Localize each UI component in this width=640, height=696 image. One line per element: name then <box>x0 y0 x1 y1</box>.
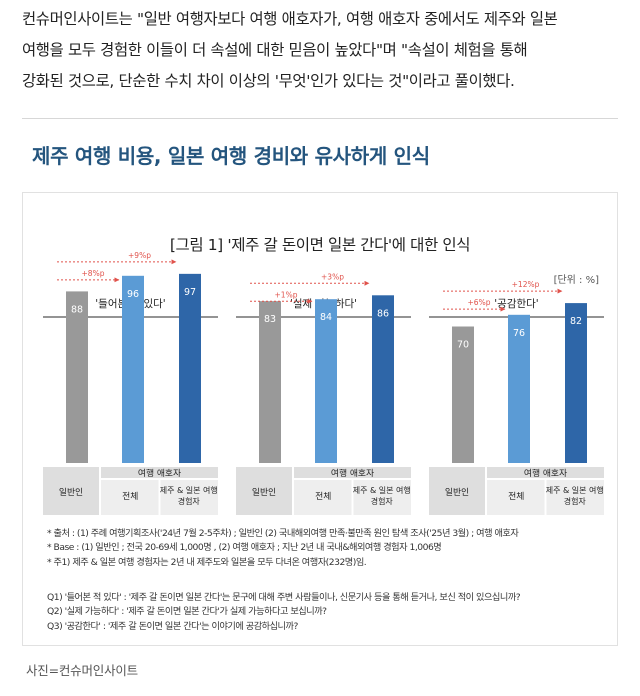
bar-value-label: 83 <box>264 314 276 325</box>
intro-line: 강화된 것으로, 단순한 수치 차이 이상의 '무엇'인가 있다는 것"이라고 … <box>22 72 515 90</box>
photo-caption: 사진=컨슈머인사이트 <box>26 663 138 678</box>
figure-title: [그림 1] '제주 갈 돈이면 일본 간다'에 대한 인식 <box>169 236 471 254</box>
bar <box>66 291 88 463</box>
bar <box>259 301 281 463</box>
category-label: 제주 & 일본 여행 <box>353 485 411 495</box>
figure-questions: Q1) '들어본 적 있다' : '제주 갈 돈이면 일본 간다'는 문구에 대… <box>47 591 607 634</box>
diff-label: +6%p <box>468 298 491 307</box>
diff-label: +8%p <box>82 269 105 278</box>
bar-value-label: 88 <box>71 304 83 315</box>
bar <box>508 314 530 463</box>
intro-line: 컨슈머인사이트는 "일반 여행자보다 여행 애호자가, 여행 애호자 중에서도 … <box>22 10 558 28</box>
bar-value-label: 84 <box>320 312 332 323</box>
category-label: 일반인 <box>59 487 83 498</box>
bar <box>179 273 201 463</box>
figure-image: [그림 1] '제주 갈 돈이면 일본 간다'에 대한 인식 [단위 : %] … <box>22 192 618 646</box>
bar <box>315 299 337 463</box>
table-header-cell <box>294 467 411 478</box>
intro-line: 여행을 모두 경험한 이들이 더 속설에 대한 믿음이 높았다"며 "속설이 체… <box>22 41 528 59</box>
group-header-label: 여행 애호자 <box>138 467 181 479</box>
category-label: 전체 <box>315 491 331 502</box>
section-divider <box>22 118 618 119</box>
note-line: * 주1) 제주 & 일본 여행 경험자는 2년 내 제주도와 일본을 모두 다… <box>47 556 367 568</box>
figure-notes: * 출처 : (1) 주례 여행기획조사('24년 7월 2-5주차) ; 일반… <box>47 527 607 570</box>
diff-label: +9%p <box>128 251 151 260</box>
section-heading: 제주 여행 비용, 일본 여행 경비와 유사하게 인식 <box>32 144 430 168</box>
note-line: * 출처 : (1) 주례 여행기획조사('24년 7월 2-5주차) ; 일반… <box>47 528 519 539</box>
unit-label: [단위 : %] <box>553 275 599 286</box>
diff-label: +1%p <box>275 290 298 299</box>
question-line: Q3) '공감한다' : '제주 갈 돈이면 일본 간다'는 이야기에 공감하십… <box>47 620 298 632</box>
question-line: Q1) '들어본 적 있다' : '제주 갈 돈이면 일본 간다'는 문구에 대… <box>47 592 521 603</box>
category-label: 일반인 <box>252 487 276 498</box>
bar-value-label: 82 <box>570 316 582 327</box>
note-line: * Base : (1) 일반인 ; 전국 20-69세 1,000명 , (2… <box>47 542 442 554</box>
diff-label: +3%p <box>321 272 344 281</box>
article-intro: 컨슈머인사이트는 "일반 여행자보다 여행 애호자가, 여행 애호자 중에서도 … <box>22 4 622 97</box>
question-line: Q2) '실제 가능하다' : '제주 갈 돈이면 일본 간다'가 실제 가능하… <box>47 606 327 618</box>
bar-value-label: 96 <box>127 289 139 300</box>
category-label: 경험자 <box>178 496 201 506</box>
table-cell-general <box>429 467 485 515</box>
table-cell-both <box>353 480 411 515</box>
table-cell-general <box>236 467 292 515</box>
table-cell-all <box>101 480 159 515</box>
table-cell-both <box>160 480 218 515</box>
table-cell-all <box>294 480 352 515</box>
category-label: 제주 & 일본 여행 <box>546 485 604 495</box>
panel-title: '공감한다' <box>494 298 538 310</box>
table-cell-both <box>546 480 604 515</box>
bar-value-label: 76 <box>513 328 525 339</box>
table-cell-general <box>43 467 99 515</box>
bar-value-label: 86 <box>377 308 389 319</box>
category-label: 일반인 <box>445 487 469 498</box>
group-header-label: 여행 애호자 <box>331 467 374 479</box>
category-label: 경험자 <box>371 496 394 506</box>
diff-label: +12%p <box>512 280 540 289</box>
bar <box>565 303 587 463</box>
bar <box>452 326 474 463</box>
category-label: 전체 <box>508 491 524 502</box>
table-header-cell <box>101 467 218 478</box>
bar <box>122 275 144 463</box>
category-label: 제주 & 일본 여행 <box>160 485 218 495</box>
table-header-cell <box>487 467 604 478</box>
category-label: 전체 <box>122 491 138 502</box>
bar-value-label: 70 <box>457 340 469 351</box>
bar-value-label: 97 <box>184 287 196 298</box>
category-label: 경험자 <box>564 496 587 506</box>
group-header-label: 여행 애호자 <box>524 467 567 479</box>
bar <box>372 295 394 463</box>
table-cell-all <box>487 480 545 515</box>
